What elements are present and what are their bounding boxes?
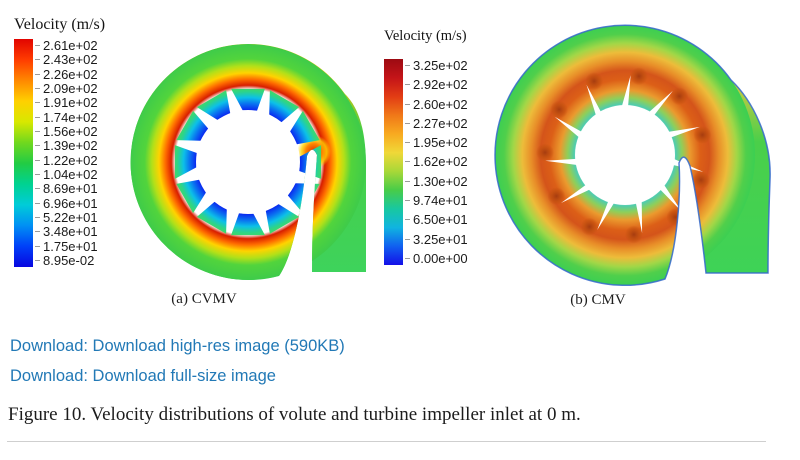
tick-mark bbox=[35, 202, 40, 204]
colorbar-tick-label: 1.95e+02 bbox=[405, 136, 468, 149]
tick-mark bbox=[35, 216, 40, 218]
tick-mark bbox=[35, 259, 40, 261]
velocity-colorbar-cmv: Velocity (m/s) 3.25e+02 2.92e+02 2.60e+02 2… bbox=[384, 28, 500, 265]
tick-mark bbox=[35, 245, 40, 247]
tick-mark bbox=[35, 231, 40, 233]
colorbar-tick-label: 1.74e+02 bbox=[35, 111, 98, 124]
colorbar-tick-label: 2.09e+02 bbox=[35, 82, 98, 95]
colorbar-tick-label: 2.92e+02 bbox=[405, 78, 468, 91]
download-high-res-link[interactable]: Download: Download high-res image (590KB… bbox=[10, 337, 345, 355]
colorbar-tick-label: 2.27e+02 bbox=[405, 117, 468, 130]
colorbar-tick-label: 2.61e+02 bbox=[35, 39, 98, 52]
colorbar-title: Velocity (m/s) bbox=[14, 16, 106, 33]
colorbar-tick-label: 6.50e+01 bbox=[405, 213, 468, 226]
colorbar-tick-label: 3.25e+01 bbox=[405, 233, 468, 246]
colorbar-tick-label: 3.25e+02 bbox=[405, 59, 468, 72]
tick-mark bbox=[405, 180, 410, 182]
tick-mark bbox=[405, 122, 410, 124]
colorbar-tick-label: 9.74e+01 bbox=[405, 194, 468, 207]
tick-mark bbox=[405, 257, 410, 259]
section-divider bbox=[7, 441, 766, 442]
cvmv-hub-hole bbox=[196, 110, 300, 214]
cmv-wall-boundary bbox=[494, 24, 771, 287]
colorbar-title: Velocity (m/s) bbox=[384, 28, 467, 44]
tick-mark bbox=[35, 173, 40, 175]
tick-mark bbox=[405, 200, 410, 202]
tick-mark bbox=[35, 145, 40, 147]
figure-caption: Figure 10. Velocity distributions of vol… bbox=[8, 404, 581, 425]
tick-mark bbox=[35, 102, 40, 104]
colorbar-tick-label: 1.56e+02 bbox=[35, 125, 98, 138]
colorbar-tick-label: 0.00e+00 bbox=[405, 252, 468, 265]
download-full-size-link[interactable]: Download: Download full-size image bbox=[10, 367, 276, 385]
colorbar-tick-label: 3.48e+01 bbox=[35, 225, 98, 238]
colorbar-tick-label: 1.75e+01 bbox=[35, 240, 98, 253]
panel-b-label: (b) CMV bbox=[570, 292, 626, 308]
tick-mark bbox=[405, 142, 410, 144]
colorbar-tick-label: 1.22e+02 bbox=[35, 154, 98, 167]
colorbar-tick-label: 5.22e+01 bbox=[35, 211, 98, 224]
tick-mark bbox=[405, 161, 410, 163]
tick-mark bbox=[35, 87, 40, 89]
colorbar-tick-label: 2.26e+02 bbox=[35, 68, 98, 81]
tick-mark bbox=[405, 103, 410, 105]
velocity-colorbar-cvmv: Velocity (m/s) 2.61e+02 2.43e+02 2.26e+02 2… bbox=[14, 16, 130, 267]
tick-mark bbox=[35, 116, 40, 118]
tick-mark bbox=[35, 130, 40, 132]
colorbar-tick-label: 8.95e-02 bbox=[35, 254, 98, 267]
tick-mark bbox=[405, 238, 410, 240]
tick-mark bbox=[35, 159, 40, 161]
colorbar-labels: 3.25e+02 2.92e+02 2.60e+02 2.27e+02 1.95e+02… bbox=[405, 59, 468, 265]
tick-mark bbox=[405, 219, 410, 221]
tick-mark bbox=[405, 65, 410, 66]
colorbar-labels: 2.61e+02 2.43e+02 2.26e+02 2.09e+02 1.91e+02… bbox=[35, 39, 98, 267]
colorbar-tick-label: 2.43e+02 bbox=[35, 53, 98, 66]
colorbar-tick-label: 1.30e+02 bbox=[405, 175, 468, 188]
cmv-impeller-blades bbox=[545, 75, 704, 234]
cvmv-contour-plot bbox=[130, 43, 366, 280]
colorbar-tick-label: 6.96e+01 bbox=[35, 197, 98, 210]
tick-mark bbox=[35, 73, 40, 75]
colorbar-tick-label: 1.91e+02 bbox=[35, 96, 98, 109]
tick-mark bbox=[35, 188, 40, 190]
colorbar-gradient bbox=[14, 39, 33, 267]
tick-mark bbox=[35, 45, 40, 46]
colorbar-gradient bbox=[384, 59, 403, 265]
cmv-contour-plot bbox=[494, 24, 771, 287]
cmv-hub-hole bbox=[575, 105, 675, 205]
colorbar-tick-label: 1.04e+02 bbox=[35, 168, 98, 181]
colorbar-tick-label: 1.39e+02 bbox=[35, 139, 98, 152]
colorbar-tick-label: 1.62e+02 bbox=[405, 155, 468, 168]
tick-mark bbox=[405, 84, 410, 86]
tick-mark bbox=[35, 59, 40, 61]
colorbar-tick-label: 2.60e+02 bbox=[405, 98, 468, 111]
panel-a-label: (a) CVMV bbox=[171, 291, 237, 307]
colorbar-tick-label: 8.69e+01 bbox=[35, 182, 98, 195]
